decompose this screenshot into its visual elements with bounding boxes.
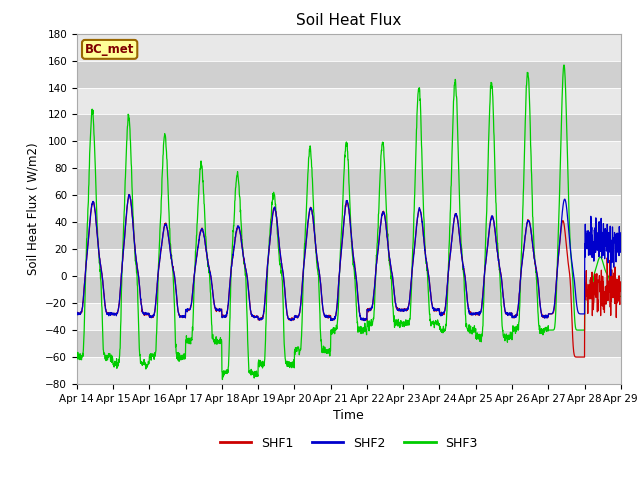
Title: Soil Heat Flux: Soil Heat Flux [296, 13, 401, 28]
Bar [77, 357, 621, 384]
Bar [77, 114, 621, 142]
Bar [77, 303, 621, 330]
Bar [77, 222, 621, 249]
Bar [77, 142, 621, 168]
Bar [77, 195, 621, 222]
Legend: SHF1, SHF2, SHF3: SHF1, SHF2, SHF3 [214, 432, 483, 455]
Bar [77, 168, 621, 195]
Bar [77, 34, 621, 60]
Bar [77, 60, 621, 87]
Bar [77, 330, 621, 357]
X-axis label: Time: Time [333, 409, 364, 422]
Y-axis label: Soil Heat Flux ( W/m2): Soil Heat Flux ( W/m2) [27, 143, 40, 275]
Text: BC_met: BC_met [85, 43, 134, 56]
Bar [77, 276, 621, 303]
Bar [77, 249, 621, 276]
Bar [77, 87, 621, 114]
